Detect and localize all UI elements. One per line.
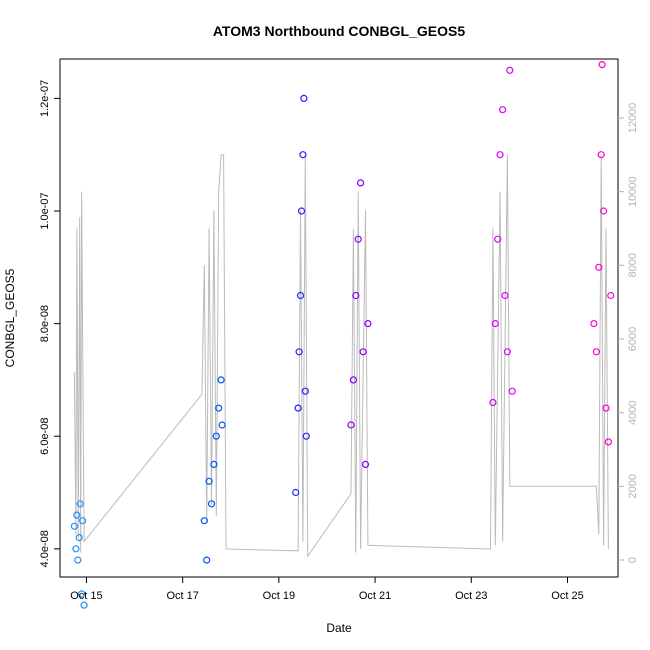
data-point: [299, 151, 307, 159]
y-tick-label: 4.0e-08: [39, 530, 51, 567]
data-point: [301, 387, 309, 395]
data-point: [361, 460, 370, 468]
right-tick-label: 8000: [627, 253, 639, 277]
y-tick-label: 8.0e-08: [39, 305, 51, 342]
data-point: [80, 601, 88, 609]
x-tick-label: Oct 17: [166, 590, 198, 602]
data-point: [595, 263, 603, 271]
data-point: [607, 291, 615, 300]
y-axis-right: 0 2000 4000 6000 8000 10000 12000: [618, 103, 639, 563]
y-axis-label: CONBGL_GEOS5: [3, 268, 17, 367]
data-point: [77, 590, 86, 598]
data-point: [200, 517, 208, 525]
data-point: [499, 106, 507, 114]
data-point: [597, 151, 605, 159]
data-point: [72, 545, 80, 553]
x-tick-label: Oct 19: [263, 590, 295, 602]
data-point: [508, 387, 516, 395]
data-point: [496, 151, 504, 159]
points-layer: [70, 60, 615, 609]
right-tick-label: 4000: [627, 400, 639, 424]
data-point: [78, 517, 87, 525]
data-point: [501, 291, 509, 300]
data-point: [598, 60, 606, 69]
data-point: [296, 291, 305, 300]
data-point: [604, 438, 613, 446]
data-point: [207, 500, 216, 508]
data-point: [349, 376, 357, 384]
data-point: [352, 291, 360, 300]
right-tick-label: 10000: [627, 176, 639, 207]
secondary-series-line: [73, 154, 609, 558]
data-point: [75, 533, 83, 542]
data-point: [489, 398, 497, 407]
data-point: [494, 235, 502, 243]
right-tick-label: 0: [627, 557, 639, 563]
data-point: [599, 207, 608, 215]
data-point: [218, 421, 226, 429]
data-point: [506, 66, 514, 74]
data-point: [297, 207, 306, 215]
data-point: [73, 511, 81, 519]
right-tick-label: 6000: [627, 327, 639, 351]
data-point: [503, 348, 511, 356]
data-point: [210, 460, 218, 468]
data-point: [347, 421, 355, 429]
data-point: [592, 348, 601, 356]
x-axis-label: Date: [326, 621, 352, 635]
y-axis: 4.0e-08 6.0e-08 8.0e-08 1.0e-07 1.2e-07: [39, 80, 60, 567]
data-point: [590, 320, 598, 328]
data-point: [70, 522, 79, 530]
data-point: [300, 94, 308, 103]
y-tick-label: 1.2e-07: [39, 80, 51, 117]
data-point: [205, 477, 213, 485]
x-tick-label: Oct 25: [551, 590, 583, 602]
plot-frame: [59, 58, 619, 578]
data-point: [295, 348, 303, 356]
y-tick-label: 6.0e-08: [39, 418, 51, 455]
data-point: [74, 556, 82, 564]
data-point: [203, 556, 211, 564]
data-point: [602, 404, 610, 412]
data-point: [354, 235, 362, 243]
right-tick-label: 2000: [627, 474, 639, 498]
data-point: [292, 488, 300, 497]
data-point: [217, 376, 225, 384]
data-point: [357, 179, 365, 187]
x-tick-label: Oct 21: [359, 590, 391, 602]
data-point: [491, 320, 499, 328]
y-tick-label: 1.0e-07: [39, 192, 51, 229]
data-point: [364, 320, 372, 328]
data-point: [212, 432, 220, 440]
data-point: [302, 432, 310, 440]
data-point: [215, 404, 223, 412]
x-tick-label: Oct 15: [70, 590, 102, 602]
x-tick-label: Oct 23: [455, 590, 487, 602]
data-point: [76, 500, 84, 508]
chart-title: ATOM3 Northbound CONBGL_GEOS5: [213, 23, 465, 39]
x-axis: Oct 15 Oct 17 Oct 19 Oct 21 Oct 23 Oct 25: [70, 577, 584, 602]
data-point: [359, 348, 367, 356]
secondary-line-layer: [73, 154, 609, 558]
right-tick-label: 12000: [627, 103, 639, 134]
data-point: [294, 404, 302, 412]
